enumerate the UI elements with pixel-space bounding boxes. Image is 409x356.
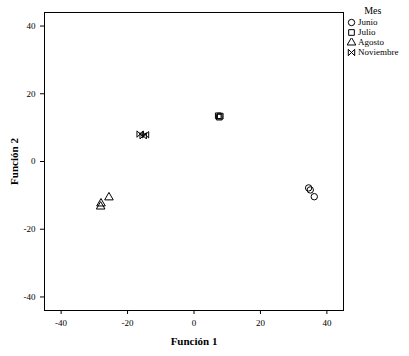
html-text:Agosto: Agosto — [358, 37, 384, 47]
svg-text:20: 20 — [256, 318, 266, 328]
svg-text:Función 1: Función 1 — [171, 335, 218, 347]
svg-text:0: 0 — [192, 318, 197, 328]
svg-text:-20: -20 — [24, 224, 36, 234]
svg-text:0: 0 — [31, 156, 36, 166]
html-text:Junio: Junio — [358, 17, 378, 27]
svg-text:-20: -20 — [122, 318, 134, 328]
svg-text:20: 20 — [27, 89, 37, 99]
svg-text:40: 40 — [322, 318, 332, 328]
html-text:Julio: Julio — [358, 27, 376, 37]
html-text:Noviembre: Noviembre — [358, 47, 399, 57]
svg-text:-40: -40 — [55, 318, 67, 328]
svg-text:40: 40 — [27, 21, 37, 31]
svg-text:-40: -40 — [24, 292, 36, 302]
svg-text:Función 2: Función 2 — [8, 138, 20, 185]
html-text:Mes: Mes — [364, 5, 382, 16]
